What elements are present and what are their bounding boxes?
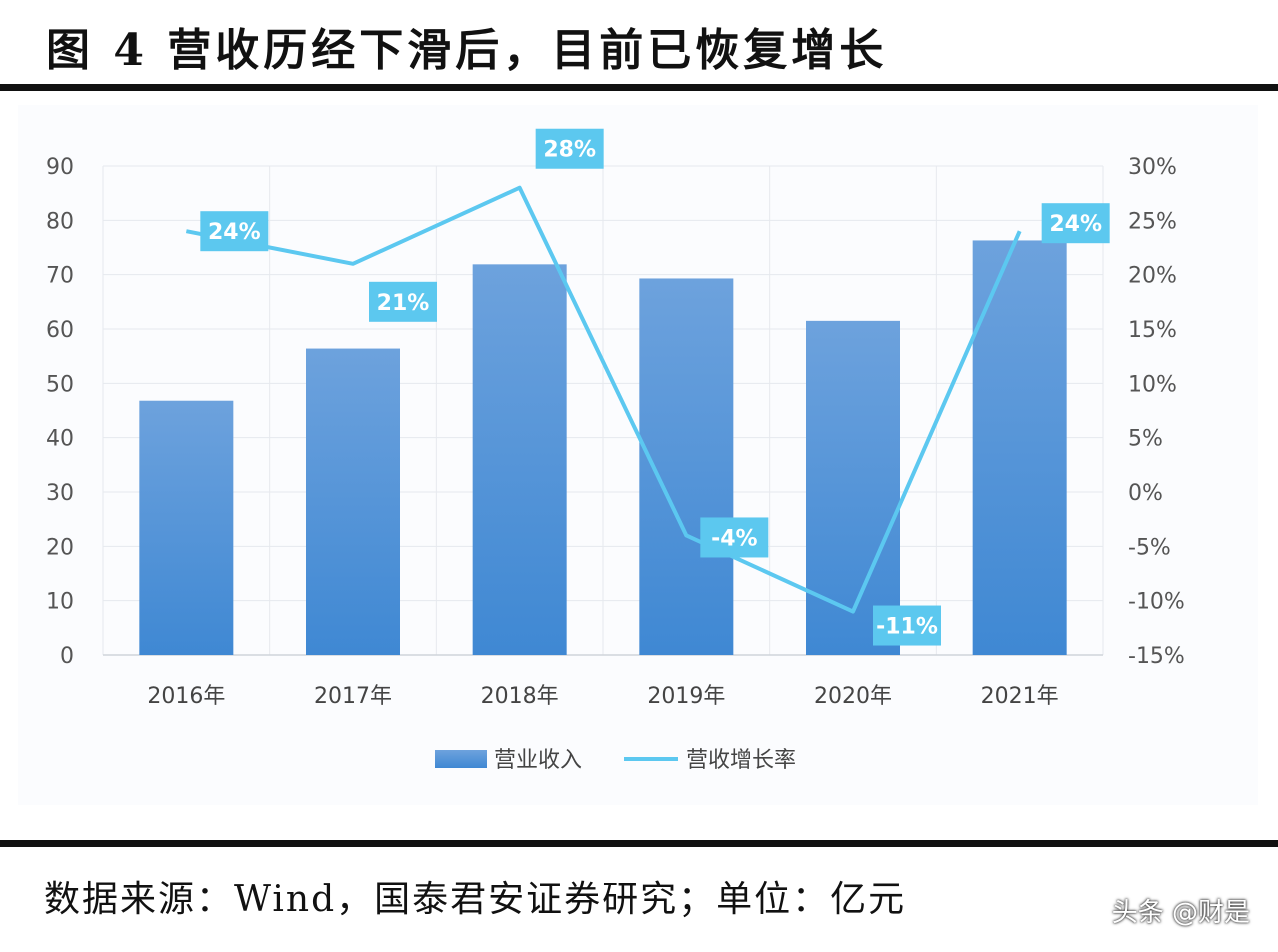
data-label: -11% (876, 615, 938, 640)
growth-line (185, 185, 1022, 614)
source-note: 数据来源：Wind，国泰君安证券研究；单位：亿元 (44, 879, 907, 920)
data-label: 28% (543, 138, 596, 163)
left-axis-tick: 70 (46, 264, 74, 289)
data-label: 24% (208, 220, 261, 245)
right-axis-tick: 15% (1128, 318, 1177, 343)
bottom-rule (0, 840, 1278, 847)
data-label-box (369, 281, 437, 322)
right-axis-tick: 30% (1128, 155, 1177, 180)
right-axis-tick: 20% (1128, 264, 1177, 289)
left-axis-tick: 20 (46, 535, 74, 560)
data-label: 24% (1049, 212, 1102, 237)
x-axis-tick: 2020年 (814, 684, 892, 709)
x-axis-tick: 2017年 (314, 684, 392, 709)
bar-2020年 (806, 320, 900, 655)
chart: 0 10 20 30 40 50 60 70 80 90 -15% -10% -5% 0% 5% 10% 15%… (18, 105, 1258, 805)
left-axis-tick: 60 (46, 318, 74, 343)
left-axis-tick: 10 (46, 590, 74, 615)
x-axis-tick: 2018年 (481, 684, 559, 709)
left-axis-tick: 30 (46, 481, 74, 506)
bar-2018年 (472, 264, 567, 655)
left-axis-tick: 80 (46, 209, 74, 234)
right-axis-tick: -10% (1128, 590, 1185, 615)
bar-2021年 (972, 240, 1067, 656)
top-rule (0, 84, 1278, 91)
bar-2017年 (306, 348, 400, 655)
data-label-box (1041, 203, 1110, 244)
left-axis-tick: 0 (60, 644, 74, 669)
figure-title: 图 4 营收历经下滑后，目前已恢复增长 (46, 25, 888, 76)
right-axis-tick: 25% (1128, 209, 1177, 234)
right-axis-tick: -5% (1128, 535, 1171, 560)
legend-bar-swatch (435, 750, 487, 768)
x-axis-tick: 2016年 (147, 684, 225, 709)
right-axis-tick: -15% (1128, 644, 1185, 669)
left-axis-tick: 40 (46, 427, 74, 452)
right-axis-tick: 10% (1128, 372, 1177, 397)
data-label-box (535, 128, 604, 169)
right-axis-tick: 5% (1128, 427, 1163, 452)
data-label: 21% (377, 291, 430, 316)
watermark: 头条 @财是 (1111, 898, 1250, 928)
x-axis-tick: 2021年 (981, 684, 1059, 709)
data-label-box (200, 211, 269, 252)
right-axis-tick: 0% (1128, 481, 1163, 506)
legend-label: 营收增长率 (686, 748, 796, 773)
x-axis-tick: 2019年 (647, 684, 725, 709)
left-axis-tick: 50 (46, 372, 74, 397)
left-axis-tick: 90 (46, 155, 74, 180)
data-label-box (700, 517, 769, 558)
data-label: -4% (711, 526, 757, 551)
data-label-box (873, 605, 941, 646)
bar-2016年 (139, 400, 234, 655)
legend-label: 营业收入 (494, 748, 582, 773)
